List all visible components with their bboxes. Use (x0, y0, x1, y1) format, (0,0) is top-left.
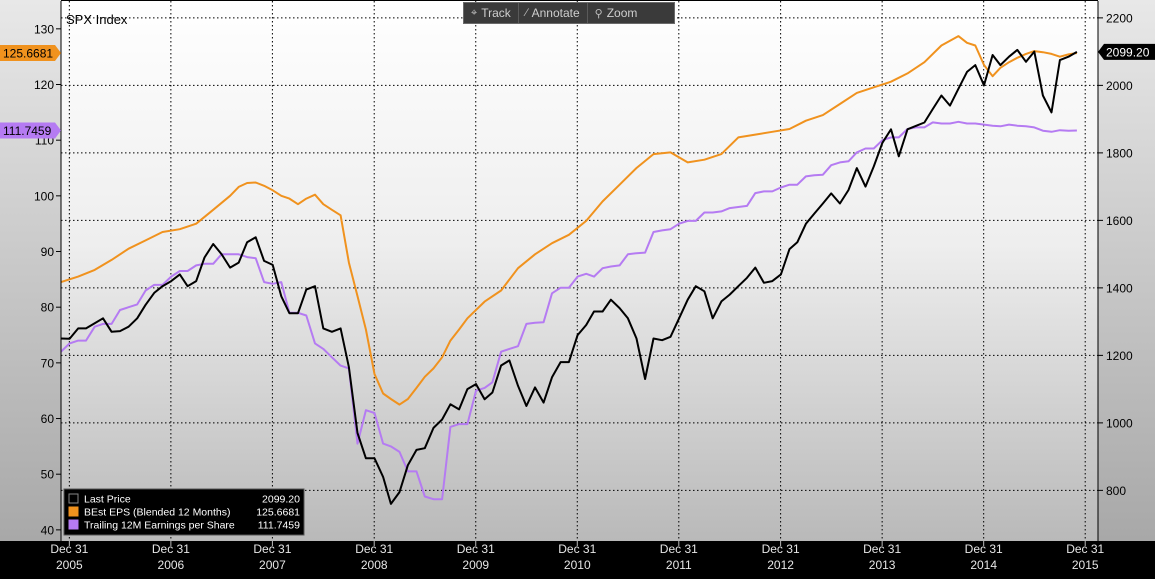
series-line-last-price (60, 48, 1078, 505)
x-tick-label: Dec 31 (152, 542, 190, 556)
x-tick (881, 541, 883, 546)
legend-box (63, 488, 305, 536)
left-y-tick-label: 130 (34, 22, 54, 36)
x-tick-label-year: 2005 (56, 558, 83, 572)
left-y-tick-label: 120 (34, 78, 54, 92)
x-tick-label: Dec 31 (660, 542, 698, 556)
zoom-button[interactable]: ⚲ Zoom (586, 3, 645, 23)
last-price-value-tag: 2099.20 (1098, 43, 1155, 60)
right-y-tick-label: 1000 (1106, 416, 1133, 430)
annotate-button[interactable]: ∕ Annotate (517, 3, 587, 23)
right-y-tick-label: 800 (1106, 484, 1126, 498)
left-y-tick-label: 40 (41, 523, 55, 537)
x-tick (271, 541, 273, 546)
x-tick-label: Dec 31 (253, 542, 291, 556)
x-tick-label-year: 2009 (462, 558, 489, 572)
x-tick (170, 541, 172, 546)
x-tick (983, 541, 985, 546)
left-y-tick-label: 60 (41, 412, 55, 426)
x-tick-label: Dec 31 (762, 542, 800, 556)
x-tick (576, 541, 578, 546)
x-tick-label-year: 2013 (869, 558, 896, 572)
x-tick-label-year: 2008 (361, 558, 388, 572)
x-tick (678, 541, 680, 546)
x-tick (475, 541, 477, 546)
x-tick-label: Dec 31 (863, 542, 901, 556)
right-y-tick-label: 2200 (1106, 11, 1133, 25)
legend-entry-value: 125.6681 (256, 507, 300, 519)
right-y-tick-label: 2000 (1106, 79, 1133, 93)
right-y-tick-label: 1400 (1106, 281, 1133, 295)
legend-swatch (68, 506, 79, 517)
legend-swatch (68, 519, 79, 530)
best-eps-value-tag-text: 125.6681 (3, 46, 53, 60)
pencil-icon: ∕ (525, 7, 528, 19)
x-tick-label: Dec 31 (1066, 542, 1104, 556)
trailing-eps-value-tag-text: 111.7459 (3, 124, 52, 138)
legend-entry-name: Trailing 12M Earnings per Share (84, 520, 235, 532)
legend-entry-value: 2099.20 (262, 494, 300, 506)
x-tick (68, 541, 70, 546)
last-price-value-tag-shape (1098, 43, 1155, 60)
best-eps-value-tag-shape (0, 44, 61, 61)
legend-entry-name: BEst EPS (Blended 12 Months) (84, 507, 231, 519)
x-tick-label: Dec 31 (965, 542, 1003, 556)
left-y-tick-label: 50 (41, 468, 55, 482)
legend: Last Price 2099.20 BEst EPS (Blended 12 Mo… (63, 488, 305, 536)
last-price-value-tag-text: 2099.20 (1106, 45, 1150, 59)
annotate-label: Annotate (531, 6, 580, 20)
x-tick (780, 541, 782, 546)
x-tick-label-year: 2014 (970, 558, 997, 572)
legend-entry-name: Last Price (84, 494, 131, 506)
magnifier-icon: ⚲ (594, 7, 603, 20)
x-tick-label-year: 2011 (666, 558, 692, 572)
best-eps-value-tag: 125.6681 (0, 44, 61, 61)
legend-entry-value: 111.7459 (258, 520, 300, 532)
right-y-tick-label: 1600 (1106, 214, 1133, 228)
left-y-tick-label: 70 (41, 356, 55, 370)
right-y-tick-label: 1200 (1106, 349, 1133, 363)
x-tick-label: Dec 31 (355, 542, 393, 556)
track-label: Track (481, 6, 511, 20)
right-y-tick-label: 1800 (1106, 146, 1133, 160)
left-y-tick-label: 90 (41, 245, 55, 259)
legend-swatch (68, 493, 79, 504)
zoom-label: Zoom (606, 6, 638, 20)
plot-area (61, 1, 1098, 541)
chart-title: SPX Index (66, 12, 128, 27)
x-tick-label-year: 2015 (1072, 558, 1099, 572)
x-tick-label-year: 2010 (564, 558, 591, 572)
left-y-tick-label: 80 (41, 301, 55, 315)
left-y-tick-label: 100 (34, 189, 54, 203)
x-tick-label: Dec 31 (50, 542, 88, 556)
x-tick-label-year: 2007 (259, 558, 286, 572)
series-line-best-eps (60, 35, 1078, 406)
chart-toolbar: ⌖ Track ∕ Annotate ⚲ Zoom (463, 2, 675, 24)
x-tick-label: Dec 31 (457, 542, 495, 556)
x-tick (373, 541, 375, 546)
trailing-eps-value-tag-shape (0, 122, 61, 139)
x-tick-label-year: 2006 (158, 558, 185, 572)
trailing-eps-value-tag: 111.7459 (0, 122, 61, 139)
x-tick-label: Dec 31 (558, 542, 596, 556)
x-tick-label-year: 2012 (767, 558, 794, 572)
x-tick (1084, 541, 1086, 546)
crosshair-icon: ⌖ (471, 6, 478, 19)
track-button[interactable]: ⌖ Track (464, 3, 518, 23)
